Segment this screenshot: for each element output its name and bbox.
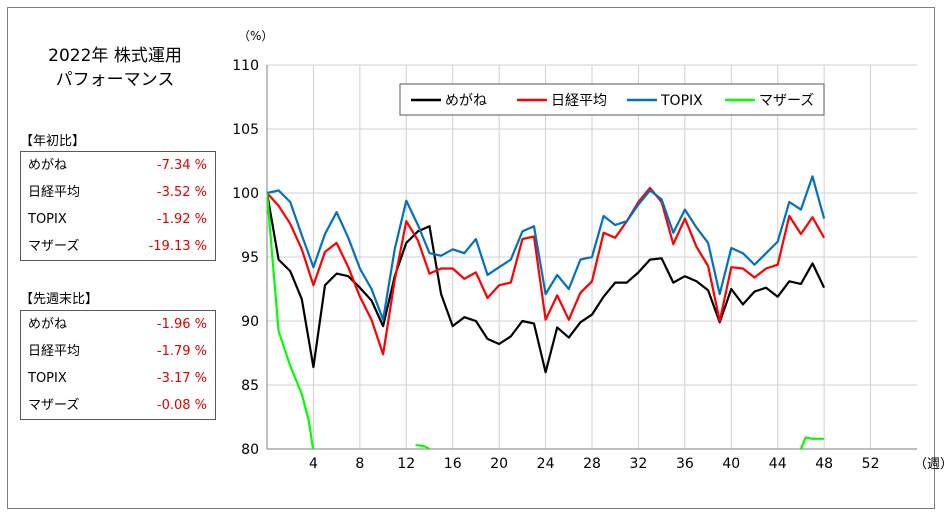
y-tick-label: 95 [241, 250, 259, 266]
ytd-table: めがね -7.34 % 日経平均 -3.52 % TOPIX -1.92 % マ… [20, 151, 216, 261]
y-tick-label: 105 [232, 122, 259, 138]
y-tick-label: 100 [232, 186, 259, 202]
ytd-row-value: -3.52 % [156, 185, 207, 200]
x-tick-label: 28 [583, 456, 601, 472]
week-row-name: 日経平均 [28, 344, 81, 359]
x-tick-label: 4 [309, 456, 318, 472]
legend-label-0: めがね [445, 93, 487, 109]
week-row-value: -3.17 % [156, 371, 207, 386]
ytd-label: 【年初比】 [20, 134, 86, 149]
series-line-3 [415, 444, 431, 449]
ytd-row-value: -1.92 % [156, 212, 207, 227]
ytd-row: マザーズ -19.13 % [28, 237, 207, 257]
x-tick-label: 44 [769, 456, 787, 472]
ytd-row: 日経平均 -3.52 % [28, 183, 207, 203]
x-tick-label: 32 [630, 456, 648, 472]
series-line-3 [267, 192, 315, 449]
y-tick-label: 80 [241, 442, 259, 458]
x-tick-label: 40 [722, 456, 740, 472]
series-line-2 [267, 175, 826, 321]
legend-label-1: 日経平均 [551, 93, 607, 109]
x-tick-label: 24 [537, 456, 555, 472]
week-label: 【先週末比】 [20, 292, 99, 307]
chart-frame [7, 7, 935, 509]
week-table: めがね -1.96 % 日経平均 -1.79 % TOPIX -3.17 % マ… [20, 310, 216, 420]
week-row: めがね -1.96 % [28, 315, 207, 335]
x-tick-label: 36 [676, 456, 694, 472]
week-row-name: めがね [28, 317, 68, 332]
chart-title: 2022年 株式運用 パフォーマンス [30, 44, 200, 92]
week-row: 日経平均 -1.79 % [28, 342, 207, 362]
y-tick-label: 85 [241, 378, 259, 394]
ytd-row-name: マザーズ [28, 239, 80, 254]
ytd-row-name: 日経平均 [28, 185, 81, 200]
week-row-name: TOPIX [28, 371, 67, 386]
series-line-3 [799, 436, 825, 449]
week-row-value: -1.79 % [156, 344, 207, 359]
week-row-value: -1.96 % [156, 317, 207, 332]
title-line-1: 2022年 株式運用 [48, 46, 182, 66]
series-line-1 [267, 186, 826, 356]
ytd-row: TOPIX -1.92 % [28, 210, 207, 230]
x-tick-label: 16 [444, 456, 462, 472]
ytd-row-value: -7.34 % [156, 158, 207, 173]
x-tick-label: 48 [815, 456, 833, 472]
week-row: TOPIX -3.17 % [28, 369, 207, 389]
ytd-row-value: -19.13 % [148, 239, 207, 254]
week-row: マザーズ -0.08 % [28, 396, 207, 416]
ytd-row-name: めがね [28, 158, 68, 173]
x-tick-label: 12 [397, 456, 415, 472]
y-tick-label: 110 [232, 58, 259, 74]
x-tick-label: 8 [355, 456, 364, 472]
y-axis-label: （%） [238, 29, 273, 43]
x-tick-label: 52 [862, 456, 880, 472]
week-row-name: マザーズ [28, 398, 80, 413]
week-row-value: -0.08 % [156, 398, 207, 413]
x-tick-label: 20 [490, 456, 508, 472]
ytd-row: めがね -7.34 % [28, 156, 207, 176]
ytd-row-name: TOPIX [28, 212, 67, 227]
x-axis-label: （週） [914, 457, 944, 472]
y-tick-label: 90 [241, 314, 259, 330]
legend-label-3: マザーズ [759, 93, 814, 109]
title-line-2: パフォーマンス [55, 70, 175, 90]
series-line-0 [267, 192, 826, 374]
legend-label-2: TOPIX [660, 93, 703, 109]
